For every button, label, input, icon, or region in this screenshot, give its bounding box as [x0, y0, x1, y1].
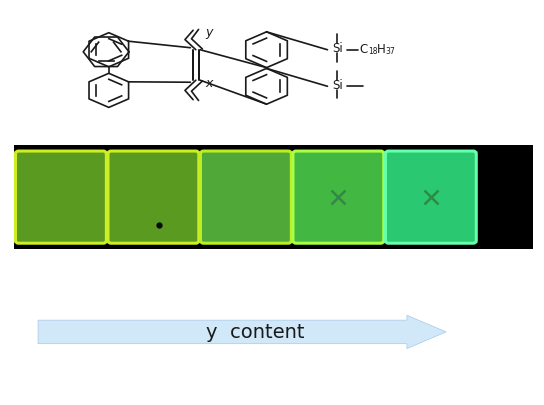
Text: 18: 18	[368, 47, 378, 56]
Bar	[14, 146, 533, 249]
FancyBboxPatch shape	[108, 151, 199, 243]
Text: H: H	[377, 43, 386, 55]
Text: Si: Si	[332, 79, 343, 92]
Text: y: y	[206, 26, 213, 39]
FancyBboxPatch shape	[293, 151, 384, 243]
Text: C: C	[360, 43, 368, 55]
Text: x: x	[206, 77, 213, 90]
Text: Si: Si	[332, 42, 343, 55]
Text: y  content: y content	[206, 323, 305, 341]
FancyBboxPatch shape	[200, 151, 292, 243]
FancyArrow shape	[38, 315, 446, 349]
FancyBboxPatch shape	[385, 151, 477, 243]
Text: 37: 37	[385, 47, 395, 56]
FancyBboxPatch shape	[16, 151, 107, 243]
